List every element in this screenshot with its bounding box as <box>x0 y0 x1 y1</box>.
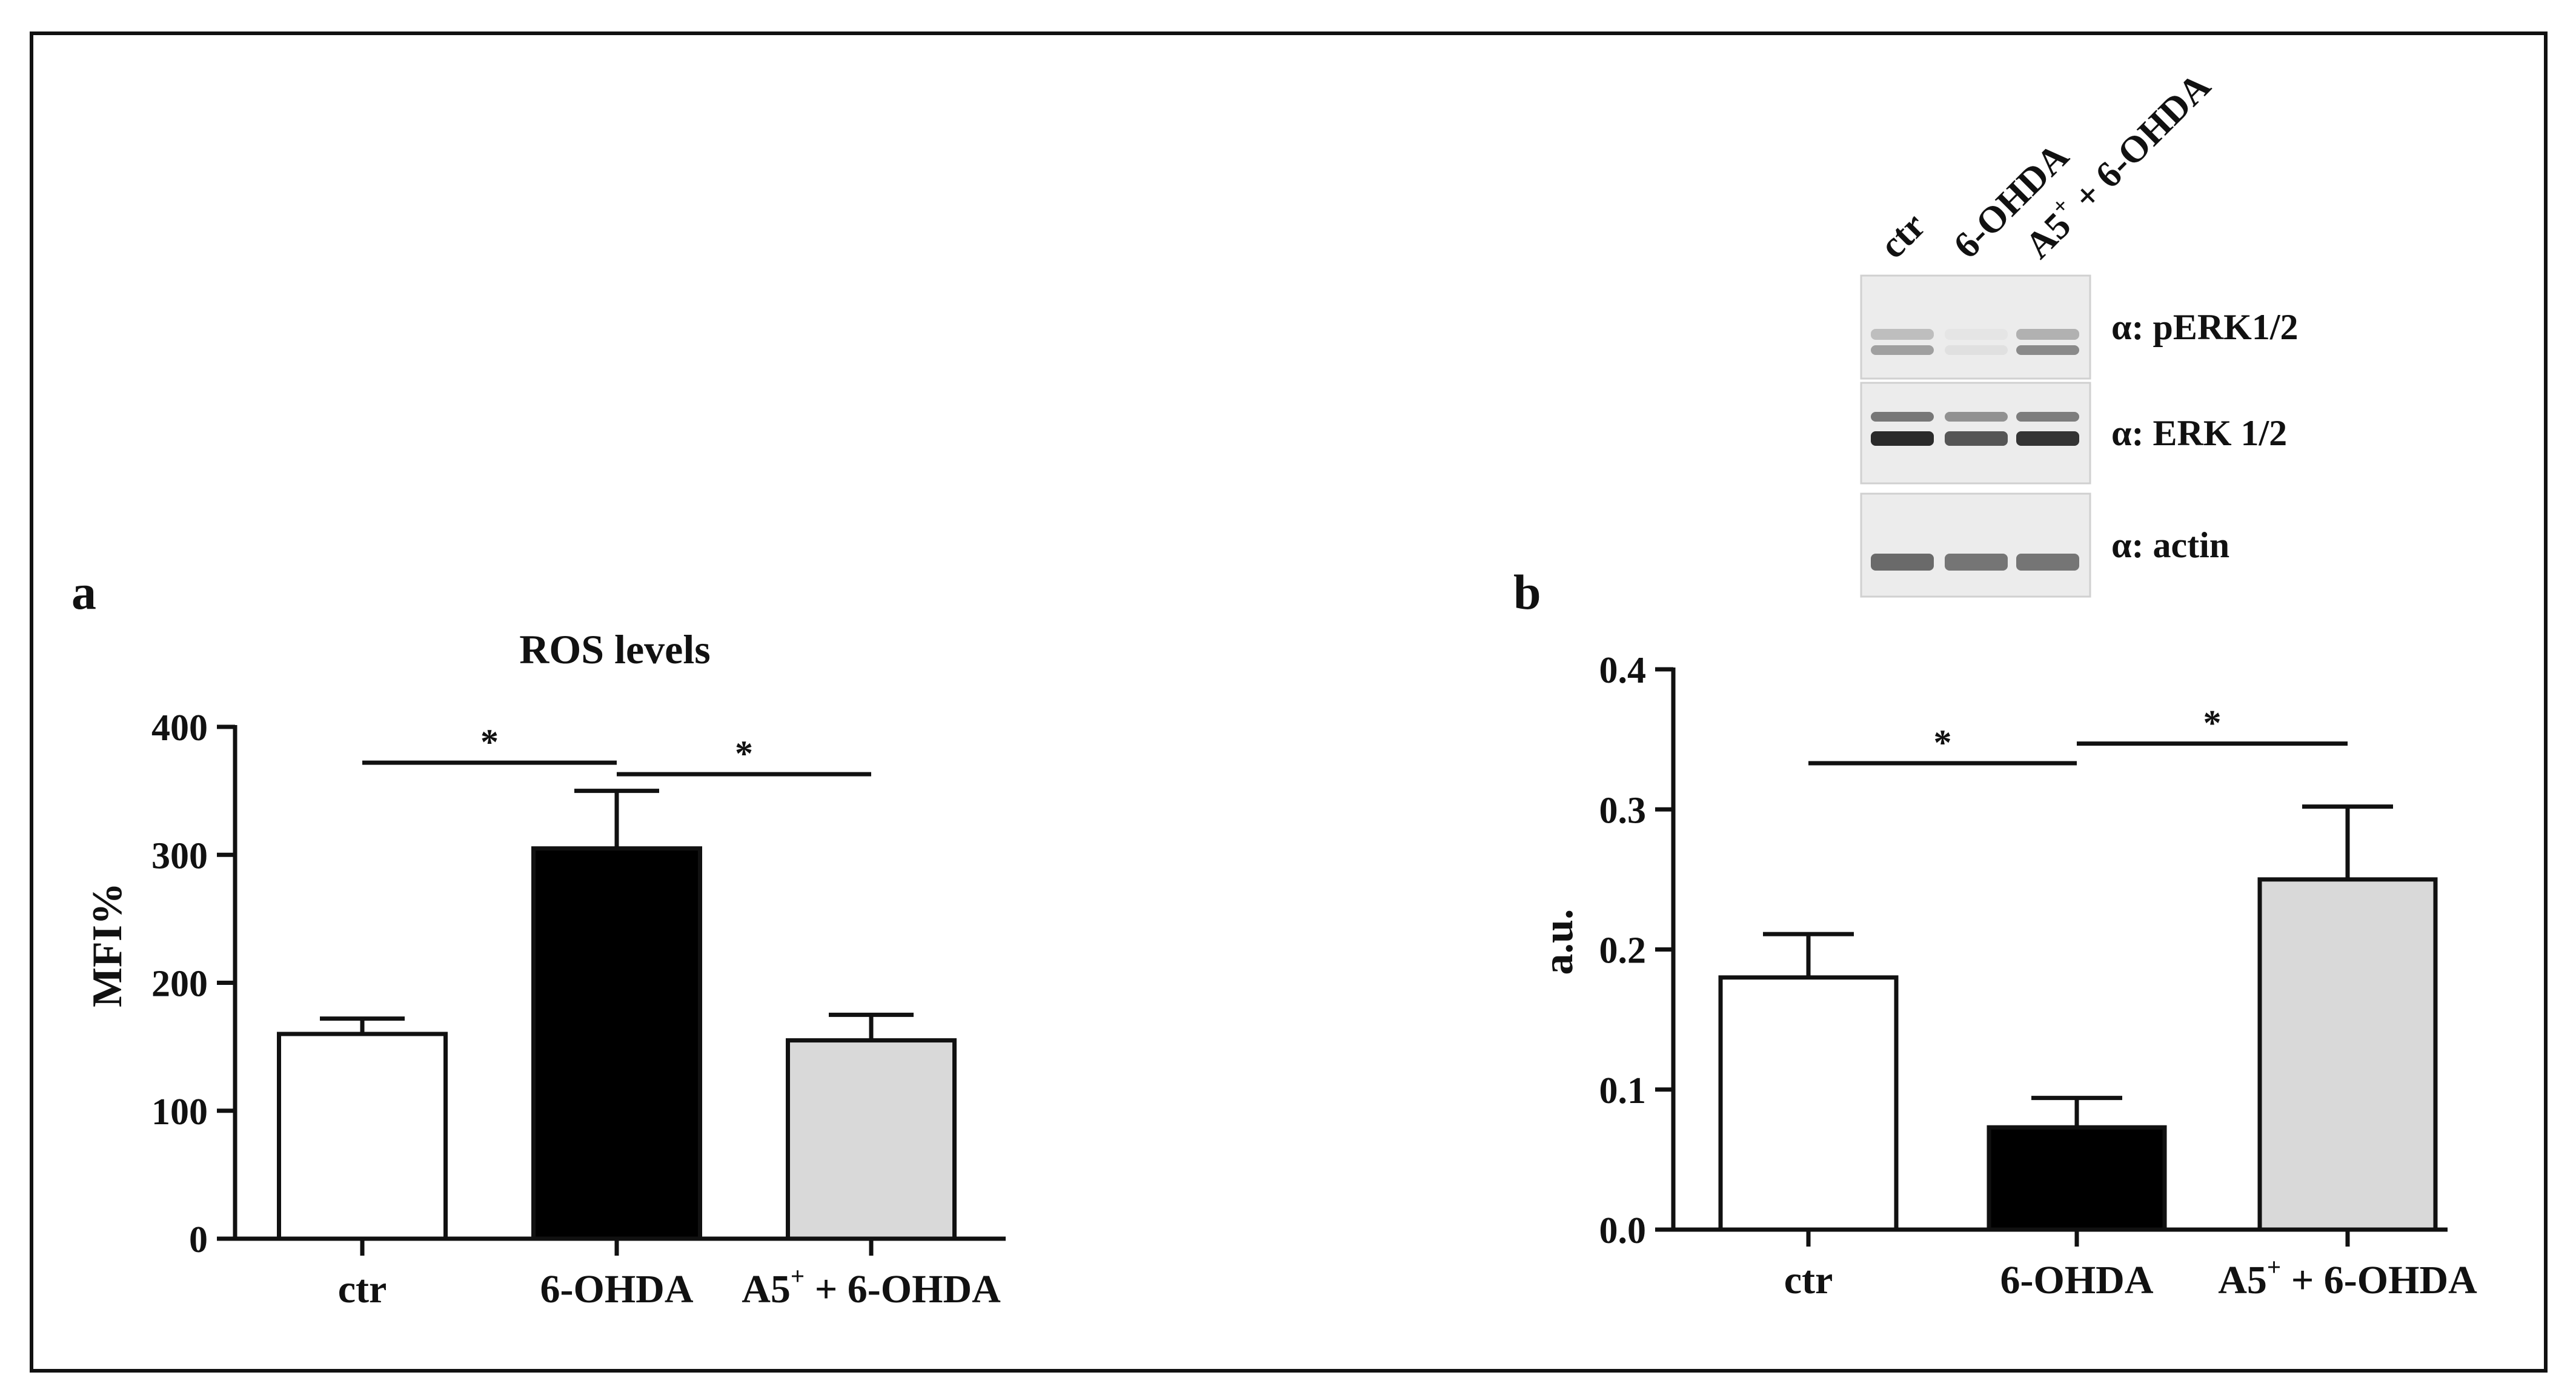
figure-border <box>30 31 2548 1373</box>
blot-lane-label: ctr <box>1872 205 1934 267</box>
blot-band <box>1945 431 2008 446</box>
chart-a-axes: 0 100 200 300 400 ctr 6-OHDA A5+ + 6-OHDA <box>151 707 1006 1311</box>
x-tick-label: A5+ + 6-OHDA <box>2218 1253 2477 1302</box>
blot-band <box>2016 554 2079 571</box>
blot-band <box>1945 345 2008 355</box>
significance-star: * <box>735 734 753 774</box>
chart-b: a.u. 0.0 0.1 0.2 0.3 0.4 ctr 6-OHDA A5+ + 6-OHD… <box>1535 650 2477 1302</box>
blot-band <box>1945 554 2008 571</box>
y-tick-label: 0.3 <box>1599 790 1647 831</box>
bar-6-ohda <box>531 846 702 1241</box>
y-tick-label: 0.1 <box>1599 1070 1647 1111</box>
panel-a-letter: a <box>71 565 96 620</box>
chart-a-bars <box>277 789 957 1241</box>
y-tick-label: 0.4 <box>1599 650 1647 691</box>
x-tick-label: A5+ + 6-OHDA <box>742 1262 1001 1311</box>
blot-row-label: α: ERK 1/2 <box>2111 413 2287 453</box>
blot-band <box>1945 412 2008 422</box>
y-tick-label: 200 <box>151 964 208 1005</box>
chart-a: ROS levels MFI% 0 100 200 300 400 ctr 6-OHDA A5… <box>84 626 1006 1311</box>
blot-band <box>1871 554 1934 571</box>
significance-star: * <box>2203 703 2222 743</box>
y-tick-label: 400 <box>151 707 208 749</box>
y-tick-label: 0.2 <box>1599 930 1647 972</box>
chart-b-ylabel: a.u. <box>1535 909 1582 975</box>
blot-strip <box>1860 492 2091 598</box>
chart-b-bars <box>1718 804 2438 1232</box>
blot-row-label: α: pERK1/2 <box>2111 307 2299 347</box>
x-tick-label: 6-OHDA <box>2000 1258 2154 1302</box>
x-tick-label: 6-OHDA <box>540 1267 694 1311</box>
blot-band <box>1871 329 1934 340</box>
y-tick-label: 0.0 <box>1599 1210 1647 1251</box>
blot-strip <box>1860 274 2091 380</box>
panel-b-letter: b <box>1513 565 1541 620</box>
chart-a-title: ROS levels <box>519 626 710 672</box>
chart-a-ylabel: MFI% <box>84 883 131 1007</box>
blot-band <box>1871 412 1934 422</box>
blot-band <box>1871 345 1934 355</box>
x-tick-label: ctr <box>1784 1258 1833 1302</box>
bar-ctr <box>277 1032 448 1241</box>
y-tick-label: 100 <box>151 1092 208 1133</box>
x-tick-label: ctr <box>338 1267 387 1311</box>
blot-band <box>2016 412 2079 422</box>
y-tick-label: 300 <box>151 835 208 876</box>
bar-6-ohda <box>1987 1125 2167 1232</box>
significance-star: * <box>1934 723 1952 763</box>
bar-ctr <box>1718 975 1899 1232</box>
y-tick-label: 0 <box>189 1219 208 1261</box>
significance-star: * <box>480 722 499 762</box>
blot-band <box>2016 329 2079 340</box>
blot-band <box>1945 329 2008 340</box>
blot-band <box>1871 431 1934 446</box>
blot-row-label: α: actin <box>2111 525 2229 565</box>
blot-band <box>2016 431 2079 446</box>
bar-a5-6-ohda <box>786 1038 957 1241</box>
blot-band <box>2016 345 2079 355</box>
chart-a-significance: * * <box>362 722 871 777</box>
bar-a5-6-ohda <box>2257 877 2438 1232</box>
chart-b-significance: * * <box>1808 703 2348 766</box>
